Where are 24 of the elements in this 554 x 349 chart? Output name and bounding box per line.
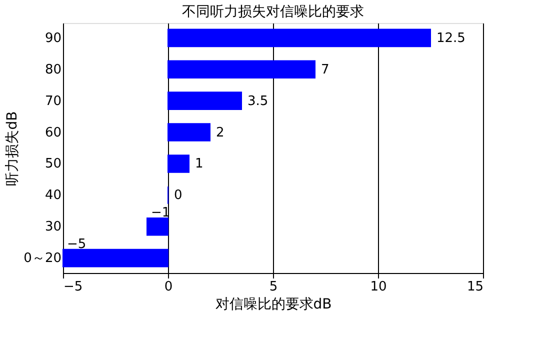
data-label: 0: [174, 188, 182, 204]
y-tick-label: 80: [44, 62, 62, 78]
y-axis-title: 听力损失dB: [4, 111, 21, 186]
data-label: 1: [195, 156, 204, 172]
y-tick-label: 0～20: [24, 251, 62, 266]
y-tick-label: 50: [44, 156, 62, 172]
data-label: 12.5: [436, 30, 466, 46]
x-tick-label: 15: [466, 280, 484, 294]
y-tick-label: 90: [44, 30, 62, 46]
chart-title: 不同听力损失对信噪比的要求: [182, 4, 364, 20]
data-label: 7: [321, 62, 330, 78]
x-axis-title: 对信噪比的要求dB: [215, 296, 332, 312]
x-tick-label: 0: [164, 280, 173, 294]
data-label: 2: [216, 125, 224, 140]
x-tick-label: −5: [64, 280, 83, 294]
y-tick-label: 60: [44, 125, 62, 140]
x-tick-label: 5: [269, 280, 278, 294]
y-tick-label: 30: [44, 220, 62, 235]
y-tick-label: 40: [44, 188, 62, 204]
x-tick-label: 10: [370, 280, 387, 294]
y-tick-label: 70: [44, 94, 62, 109]
data-label: −1: [151, 206, 170, 221]
data-label: −5: [67, 237, 86, 252]
data-label: 3.5: [248, 94, 268, 109]
